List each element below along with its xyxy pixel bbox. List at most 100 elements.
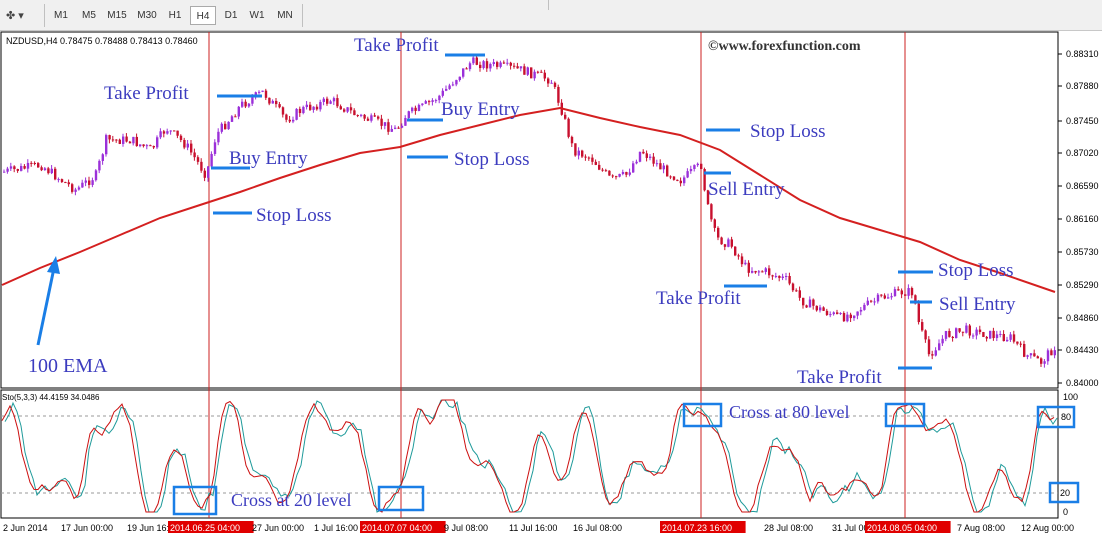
- candle-body: [672, 176, 676, 180]
- candle-body: [842, 313, 846, 322]
- candle-body: [642, 151, 645, 154]
- candle-body: [720, 237, 723, 245]
- candle-body: [904, 294, 907, 296]
- candle-body: [196, 157, 200, 162]
- candle-body: [1023, 343, 1026, 357]
- timeframe-h1[interactable]: H1: [168, 10, 182, 21]
- candle-body: [258, 91, 261, 93]
- candle-body: [645, 153, 648, 158]
- timeframe-h4[interactable]: H4: [190, 6, 216, 25]
- candle-body: [679, 180, 682, 184]
- candle-body: [676, 179, 679, 181]
- candle-body: [135, 136, 138, 147]
- candle-body: [625, 172, 628, 175]
- candle-body: [553, 82, 557, 87]
- candle-body: [659, 163, 662, 170]
- timeframe-w1[interactable]: W1: [249, 10, 265, 21]
- candle-body: [723, 244, 727, 247]
- candle-body: [540, 71, 543, 73]
- candle-body: [638, 151, 642, 162]
- candle-body: [968, 325, 971, 336]
- candle-body: [972, 335, 975, 337]
- candle-body: [825, 310, 829, 315]
- candle-body: [523, 66, 526, 75]
- candle-body: [751, 270, 754, 273]
- timeframe-m5[interactable]: M5: [82, 10, 96, 21]
- candle-body: [700, 163, 703, 170]
- ema-line: [1, 106, 1056, 293]
- candle-body: [907, 288, 910, 296]
- candle-body: [846, 314, 849, 322]
- candle-body: [652, 156, 655, 164]
- candle-body: [910, 288, 914, 296]
- candle-body: [489, 64, 492, 69]
- candle-body: [621, 172, 625, 174]
- candle-body: [611, 175, 614, 177]
- timeframe-m30[interactable]: M30: [137, 10, 157, 21]
- time-tick: 11 Jul 16:00: [509, 523, 557, 533]
- candle-body: [805, 305, 808, 308]
- take-profit-label-3: Take Profit: [656, 288, 741, 309]
- line-tool-icon[interactable]: ✤ ▾: [6, 10, 24, 22]
- candle-body: [849, 314, 852, 319]
- candle-body: [989, 330, 992, 339]
- level-box-80-label: 80: [1061, 412, 1071, 422]
- candle-body: [635, 161, 638, 164]
- candle-body: [220, 123, 223, 132]
- timeframe-d1[interactable]: D1: [224, 10, 238, 21]
- candle-body: [747, 262, 750, 273]
- candle-body: [390, 128, 393, 132]
- timeframe-m15[interactable]: M15: [107, 10, 127, 21]
- candle-body: [234, 116, 237, 118]
- candle-body: [938, 343, 941, 351]
- candle-body: [567, 118, 570, 137]
- candle-body: [20, 166, 23, 171]
- indicator-info: Sto(5,3,3) 44.4159 34.0486: [2, 393, 100, 402]
- candle-body: [312, 106, 315, 110]
- candle-body: [377, 116, 380, 119]
- candle-body: [213, 142, 217, 154]
- price-tick: 0.86590: [1066, 181, 1099, 191]
- candle-body: [982, 332, 985, 337]
- candle-body: [329, 101, 332, 104]
- candle-body: [373, 115, 376, 117]
- candle-body: [166, 131, 169, 134]
- candle-body: [819, 307, 822, 311]
- candle-body: [961, 331, 965, 333]
- candle-body: [434, 100, 438, 102]
- time-tick: 31 Jul 00:00: [832, 523, 881, 533]
- candle-body: [948, 330, 951, 337]
- candle-body: [326, 98, 329, 104]
- timeframe-m1[interactable]: M1: [54, 10, 68, 21]
- candle-body: [863, 304, 866, 310]
- candle-body: [876, 294, 880, 302]
- timeframe-toolbar: ✤ ▾ M1 M5 M15 M30 H1 H4 D1 W1 MN: [0, 0, 1102, 31]
- candle-body: [26, 162, 30, 169]
- candle-body: [81, 182, 84, 188]
- candle-body: [111, 139, 115, 141]
- candle-body: [30, 162, 33, 164]
- candle-body: [183, 139, 186, 148]
- candle-body: [917, 303, 920, 323]
- candle-body: [268, 97, 271, 104]
- candle-body: [608, 170, 611, 176]
- candle-body: [927, 339, 931, 355]
- candle-body: [727, 239, 730, 247]
- candle-body: [513, 65, 516, 67]
- candle-body: [1012, 334, 1016, 342]
- timeframe-mn[interactable]: MN: [277, 10, 293, 21]
- candle-body: [343, 109, 346, 112]
- candle-body: [462, 68, 465, 77]
- candle-body: [128, 141, 132, 144]
- candle-body: [122, 136, 125, 144]
- stop-loss-label-1: Stop Loss: [256, 205, 332, 226]
- candle-body: [217, 131, 220, 143]
- candle-body: [292, 119, 295, 122]
- candle-body: [740, 256, 744, 265]
- candle-body: [94, 170, 98, 181]
- candle-body: [417, 104, 421, 111]
- candle-body: [23, 166, 26, 169]
- candle-body: [978, 329, 982, 333]
- candle-body: [101, 154, 104, 161]
- candle-body: [757, 271, 761, 273]
